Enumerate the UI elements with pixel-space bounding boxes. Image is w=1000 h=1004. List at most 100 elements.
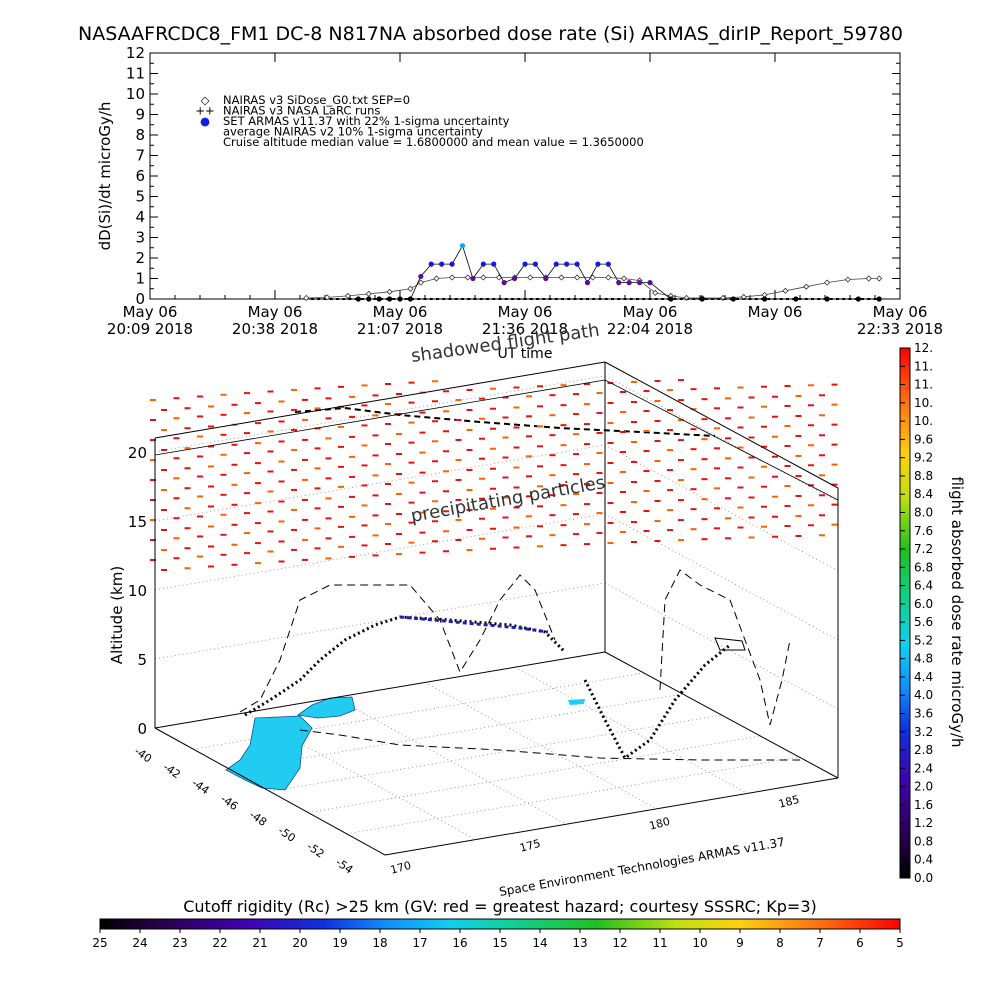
armas-point (480, 261, 486, 267)
3d-flight-path (239, 406, 800, 761)
armas-point (761, 296, 768, 302)
figure-title: NASAAFRCDC8_FM1 DC-8 N817NA absorbed dos… (78, 23, 903, 45)
nairas-point (803, 283, 810, 290)
dose-bar-tick-label: 12. (914, 341, 933, 355)
nairas-point (433, 275, 440, 282)
nairas-point (558, 274, 565, 281)
dose-bar-tick-label: 9.6 (914, 432, 933, 446)
3d-wall-grid (154, 444, 606, 522)
armas-point (668, 296, 674, 302)
3d-floor-grid (308, 735, 761, 814)
armas-point (428, 261, 434, 267)
rigidity-bar-tick-label: 17 (412, 936, 427, 950)
top-x-tick-day: May 06 (123, 303, 178, 321)
armas-point (366, 296, 372, 302)
nairas-point (324, 294, 331, 301)
rigidity-color-bar: Cutoff rigidity (Rc) >25 km (GV: red = g… (92, 897, 903, 950)
nairas-point (844, 276, 851, 283)
legend-entry: NAIRAS v3 NASA LaRC runs (223, 104, 380, 118)
shadowed-flight-path (294, 406, 716, 437)
rigidity-bar-tick-label: 5 (896, 936, 904, 950)
dose-bar-tick-label: 7.2 (914, 542, 933, 556)
dose-color-bar-fill (899, 347, 911, 879)
dose-bar-tick-label: 8.8 (914, 469, 933, 483)
3d-wall-grid (154, 375, 606, 453)
top-y-tick-label: 8 (135, 126, 145, 144)
rigidity-bar-label: Cutoff rigidity (Rc) >25 km (GV: red = g… (183, 897, 817, 916)
rigidity-color-bar-ticks: 25 24 23 22 21 20 19 18 17 16 15 14 13 12 11 10 9 8 7 6 5 (92, 929, 904, 950)
3d-wall-grid (154, 582, 606, 660)
top-y-tick-label: 9 (135, 106, 145, 124)
precip-envelope (154, 379, 839, 501)
3d-floor-grid (424, 682, 657, 810)
armas-point (553, 261, 559, 267)
legend-symbol: ◇ (201, 93, 210, 107)
dose-bar-tick-label: 4.0 (914, 688, 933, 702)
altitude-3d-panel: 0 5 10 15 20 -40 -42 -44 -46 -48 -50 -52 -54 170 175 18… (108, 320, 839, 899)
dose-bar-tick-label: 8.4 (914, 487, 933, 501)
flight-return-trace (583, 643, 731, 761)
armas-point (459, 243, 466, 249)
3d-floor-grid (334, 697, 567, 825)
dose-bar-tick-label: 7.6 (914, 524, 933, 538)
armas-point (439, 261, 445, 267)
3d-floor-grid (231, 693, 683, 771)
credit-text: Space Environment Technologies ARMAS v11… (498, 835, 786, 899)
3d-wall-grid (604, 513, 839, 641)
legend-symbol: ● (200, 114, 210, 128)
legend-entry: NAIRAS v3 SiDose_G0.txt SEP=0 (223, 93, 410, 107)
top-y-tick-label: 10 (126, 85, 145, 103)
top-x-tick-time: 21:36 2018 (482, 320, 568, 338)
top-x-tick-day: May 06 (498, 303, 553, 321)
nairas-point (782, 287, 789, 294)
nairas-point (417, 279, 424, 286)
rigidity-bar-tick-label: 14 (532, 936, 547, 950)
latitude-tick-label: -44 (189, 776, 211, 797)
armas-point (532, 261, 539, 267)
armas-point (595, 261, 601, 267)
nairas-point (574, 274, 581, 281)
latitude-tick-label: -46 (218, 792, 240, 813)
top-x-axis: May 06 May 06 May 06 May 06 May 06 May 06 May … (107, 53, 943, 338)
latitude-tick-label: -48 (247, 808, 269, 829)
top-legend: ◇ NAIRAS v3 SiDose_G0.txt SEP=0 ++ NAIRAS v… (195, 93, 643, 149)
top-y-tick-label: 1 (135, 270, 145, 288)
dose-bar-tick-label: 5.2 (914, 633, 933, 647)
armas-point (636, 280, 643, 286)
legend-entry: average NAIRAS v2 10% 1-sigma uncertaint… (223, 125, 483, 139)
dose-bar-tick-label: 2.0 (914, 780, 933, 794)
dose-color-bar-ticks: 0.0 0.4 0.8 1.2 1.6 2.0 2.4 2.8 3.2 3.6 4.0 4.4 4.8 5… (900, 341, 933, 885)
rigidity-bar-tick-label: 18 (372, 936, 387, 950)
landmass-fragment (296, 696, 356, 719)
dose-bar-tick-label: 1.6 (914, 798, 933, 812)
armas-point (501, 280, 507, 286)
top-y-tick-label: 7 (135, 147, 145, 165)
nairas-point (344, 292, 351, 299)
rigidity-bar-tick-label: 22 (212, 936, 227, 950)
rigidity-bar-tick-label: 15 (492, 936, 507, 950)
legend-entry: SET ARMAS v11.37 with 22% 1-sigma uncert… (223, 114, 510, 128)
latitude-tick-label: -54 (333, 856, 355, 877)
rigidity-bar-tick-label: 20 (292, 936, 307, 950)
3d-wall-grid (154, 513, 606, 591)
nairas-point (449, 274, 456, 281)
top-x-tick-time: 21:07 2018 (357, 320, 443, 338)
latitude-tick-label: -40 (132, 745, 154, 766)
altitude-label: Altitude (km) (108, 566, 126, 664)
armas-point (449, 261, 455, 267)
rigidity-bar-tick-label: 16 (452, 936, 467, 950)
landmass-north-island (225, 715, 313, 791)
rigidity-bar-tick-label: 9 (736, 936, 744, 950)
top-y-tick-label: 12 (126, 44, 145, 62)
top-x-tick-day: May 06 (248, 303, 303, 321)
top-y-tick-label: 0 (135, 290, 145, 308)
dose-color-bar: 0.0 0.4 0.8 1.2 1.6 2.0 2.4 2.8 3.2 3.6 4.0 4.4 4.8 5… (899, 341, 966, 885)
3d-wall-grid (604, 582, 839, 710)
nairas-point (386, 288, 393, 295)
legend-symbol: ++ (195, 104, 214, 118)
flight-endpoint-loop (714, 637, 746, 651)
dose-bar-tick-label: 0.0 (914, 871, 933, 885)
3d-top-edge (154, 361, 606, 439)
